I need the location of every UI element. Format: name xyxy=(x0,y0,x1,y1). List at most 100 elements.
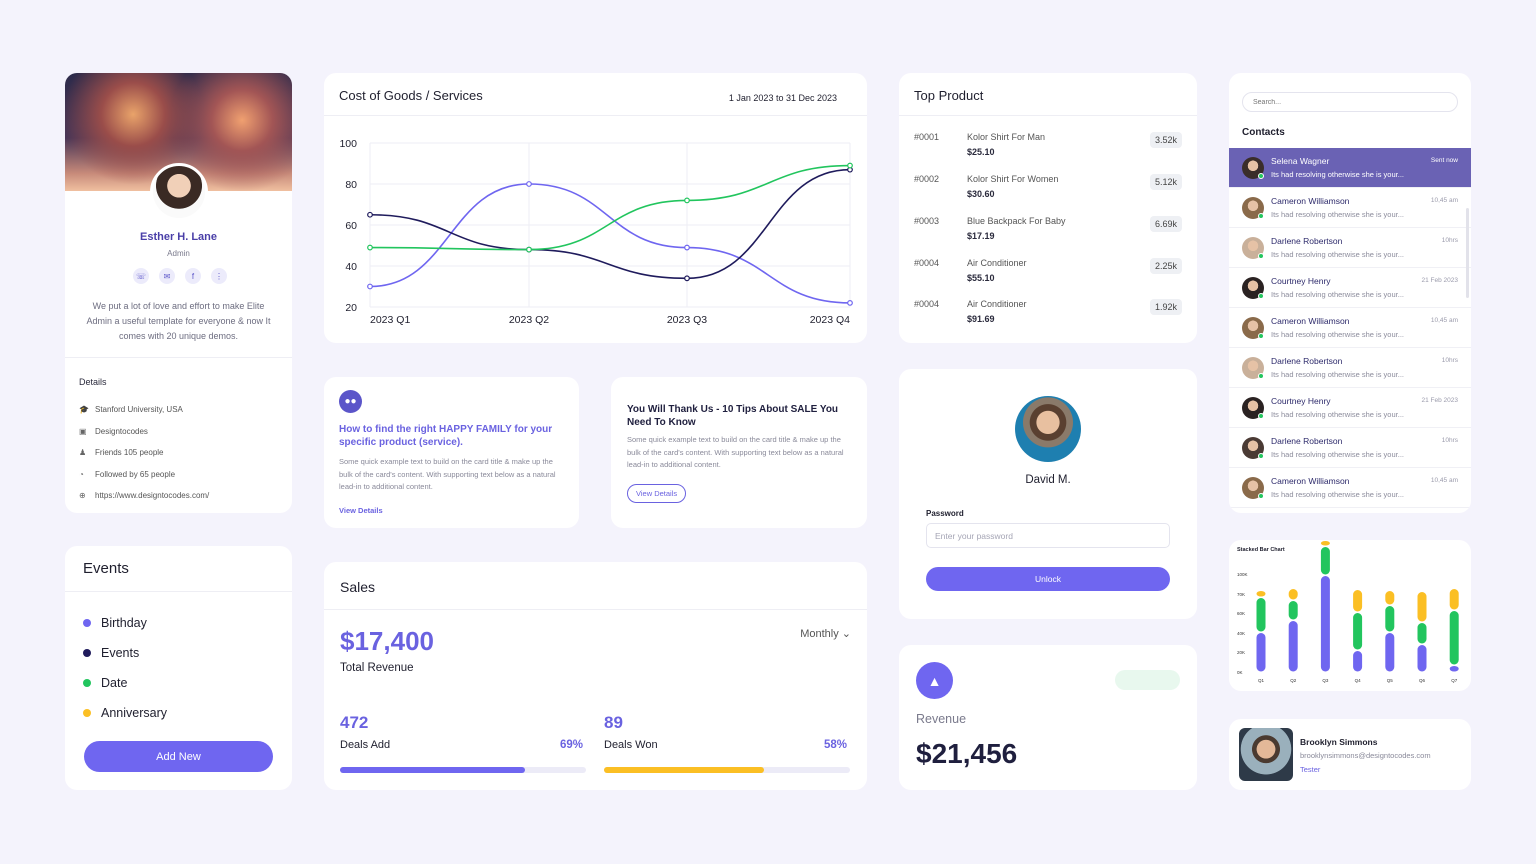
product-id: #0002 xyxy=(914,174,940,184)
bar-segment[interactable] xyxy=(1385,633,1395,672)
unlock-button[interactable]: Unlock xyxy=(926,567,1170,591)
blog-title[interactable]: How to find the right HAPPY FAMILY for y… xyxy=(339,424,553,448)
online-indicator xyxy=(1258,173,1264,179)
bar-segment[interactable] xyxy=(1449,611,1459,665)
blog-text: Some quick example text to build on the … xyxy=(339,457,556,491)
bar-segment[interactable] xyxy=(1417,645,1427,672)
y-tick-label: 60K xyxy=(1237,611,1245,616)
online-indicator xyxy=(1258,373,1264,379)
divider xyxy=(324,115,867,116)
bar-segment[interactable] xyxy=(1353,590,1363,612)
stacked-bar-chart: 100K 70K 60K 40K 20K 0K Q1 Q2 Q3 Q4 Q5 Q6 Q7 xyxy=(1237,541,1459,683)
data-point[interactable] xyxy=(684,244,690,251)
data-point[interactable] xyxy=(526,181,532,187)
detail-item: ♟ Friends 105 people xyxy=(79,442,209,464)
view-details-button[interactable]: View Details xyxy=(627,484,687,503)
bar-segment[interactable] xyxy=(1320,541,1330,546)
revenue-card: ▲ Revenue $21,456 xyxy=(899,645,1197,790)
bar-segment[interactable] xyxy=(1288,621,1298,672)
bar-segment[interactable] xyxy=(1256,633,1266,672)
contact-time: 10hrs xyxy=(1441,237,1458,244)
bar-segment[interactable] xyxy=(1449,589,1459,610)
product-row[interactable]: #0003 Blue Backpack For Baby $17.19 6.69… xyxy=(914,214,1182,250)
bar-segment[interactable] xyxy=(1385,591,1395,605)
contact-item[interactable]: Cameron Williamson Its had resolving othe… xyxy=(1229,188,1471,228)
password-input[interactable] xyxy=(926,523,1170,548)
bar-segment[interactable] xyxy=(1417,623,1427,644)
event-item[interactable]: Birthday xyxy=(83,608,167,638)
online-indicator xyxy=(1258,333,1264,339)
data-point[interactable] xyxy=(367,283,373,290)
blog-title[interactable]: You Will Thank Us - 10 Tips About SALE Y… xyxy=(627,404,839,428)
event-item[interactable]: Events xyxy=(83,638,167,668)
contact-message: Its had resolving otherwise she is your.… xyxy=(1271,210,1404,219)
data-point[interactable] xyxy=(684,275,690,282)
progress-fill xyxy=(340,767,525,773)
bar-segment[interactable] xyxy=(1353,613,1363,650)
product-row[interactable]: #0002 Kolor Shirt For Women $30.60 5.12k xyxy=(914,172,1182,208)
contact-name: Cameron Williamson xyxy=(1271,316,1350,326)
x-tick-label: Q4 xyxy=(1355,678,1362,683)
bar-segment[interactable] xyxy=(1320,547,1330,575)
revenue-value: $21,456 xyxy=(916,738,1018,769)
product-row[interactable]: #0004 Air Conditioner $91.69 1.92k xyxy=(914,297,1182,333)
contact-item[interactable]: Darlene Robertson Its had resolving other… xyxy=(1229,228,1471,268)
contact-item[interactable]: Cameron Williamson Its had resolving othe… xyxy=(1229,468,1471,508)
phone-icon[interactable]: ☏ xyxy=(133,268,149,284)
data-point[interactable] xyxy=(847,299,853,306)
event-label: Events xyxy=(101,646,140,660)
event-item[interactable]: Anniversary xyxy=(83,698,167,728)
contact-item[interactable]: Courtney Henry Its had resolving otherwis… xyxy=(1229,268,1471,308)
add-new-button[interactable]: Add New xyxy=(84,741,273,772)
product-count-badge: 5.12k xyxy=(1149,174,1182,190)
bar-segment[interactable] xyxy=(1353,651,1363,672)
bar-segment[interactable] xyxy=(1288,601,1298,620)
users-icon: ♟ xyxy=(79,448,87,458)
contact-item[interactable]: Courtney Henry Its had resolving otherwis… xyxy=(1229,388,1471,428)
y-tick-label: 20 xyxy=(345,302,357,314)
contact-item[interactable]: Cameron Williamson Its had resolving othe… xyxy=(1229,308,1471,348)
x-tick-label: Q3 xyxy=(1322,678,1329,683)
event-item[interactable]: Date xyxy=(83,668,167,698)
contact-item[interactable]: Darlene Robertson Its had resolving other… xyxy=(1229,348,1471,388)
data-point[interactable] xyxy=(847,162,853,169)
data-point[interactable] xyxy=(684,197,690,204)
bar-segment[interactable] xyxy=(1417,592,1427,622)
view-details-link[interactable]: View Details xyxy=(339,506,383,515)
date-range[interactable]: 1 Jan 2023 to 31 Dec 2023 xyxy=(728,93,837,103)
detail-item: ⊕ https://www.designtocodes.com/ xyxy=(79,485,209,507)
contact-name: Courtney Henry xyxy=(1271,276,1331,286)
mail-icon[interactable]: ✉ xyxy=(159,268,175,284)
y-tick-label: 100K xyxy=(1237,572,1248,577)
bar-segment[interactable] xyxy=(1256,598,1266,632)
bar-segment[interactable] xyxy=(1256,591,1266,597)
scrollbar[interactable] xyxy=(1466,208,1469,298)
x-tick-label: Q6 xyxy=(1419,678,1426,683)
x-tick-label: Q1 xyxy=(1258,678,1265,683)
data-point[interactable] xyxy=(526,246,532,253)
search-input[interactable] xyxy=(1242,92,1458,112)
period-dropdown[interactable]: Monthly ⌄ xyxy=(800,627,851,640)
y-tick-label: 60 xyxy=(345,220,357,232)
detail-link[interactable]: https://www.designtocodes.com/ xyxy=(95,491,210,501)
bar-segment[interactable] xyxy=(1320,576,1330,672)
contact-item[interactable]: Selena Wagner Its had resolving otherwise… xyxy=(1229,148,1471,188)
event-dot xyxy=(83,619,91,627)
deals-won-percent: 58% xyxy=(824,739,848,751)
product-row[interactable]: #0004 Air Conditioner $55.10 2.25k xyxy=(914,256,1182,292)
blog-text: Some quick example text to build on the … xyxy=(627,435,844,469)
data-point[interactable] xyxy=(367,244,373,251)
bar-segment[interactable] xyxy=(1385,606,1395,632)
product-name: Blue Backpack For Baby xyxy=(967,216,1066,226)
bar-segment[interactable] xyxy=(1288,589,1298,600)
facebook-icon[interactable]: f xyxy=(185,268,201,284)
more-icon[interactable]: ⋮ xyxy=(211,268,227,284)
user-card[interactable]: Brooklyn Simmons brooklynsimmons@designt… xyxy=(1229,719,1471,790)
data-point[interactable] xyxy=(367,211,373,218)
divider xyxy=(65,357,292,358)
contact-time: 10,45 am xyxy=(1430,477,1458,484)
avatar xyxy=(150,163,208,221)
contact-item[interactable]: Darlene Robertson Its had resolving other… xyxy=(1229,428,1471,468)
bar-segment[interactable] xyxy=(1449,666,1459,672)
product-row[interactable]: #0001 Kolor Shirt For Man $25.10 3.52k xyxy=(914,130,1182,166)
